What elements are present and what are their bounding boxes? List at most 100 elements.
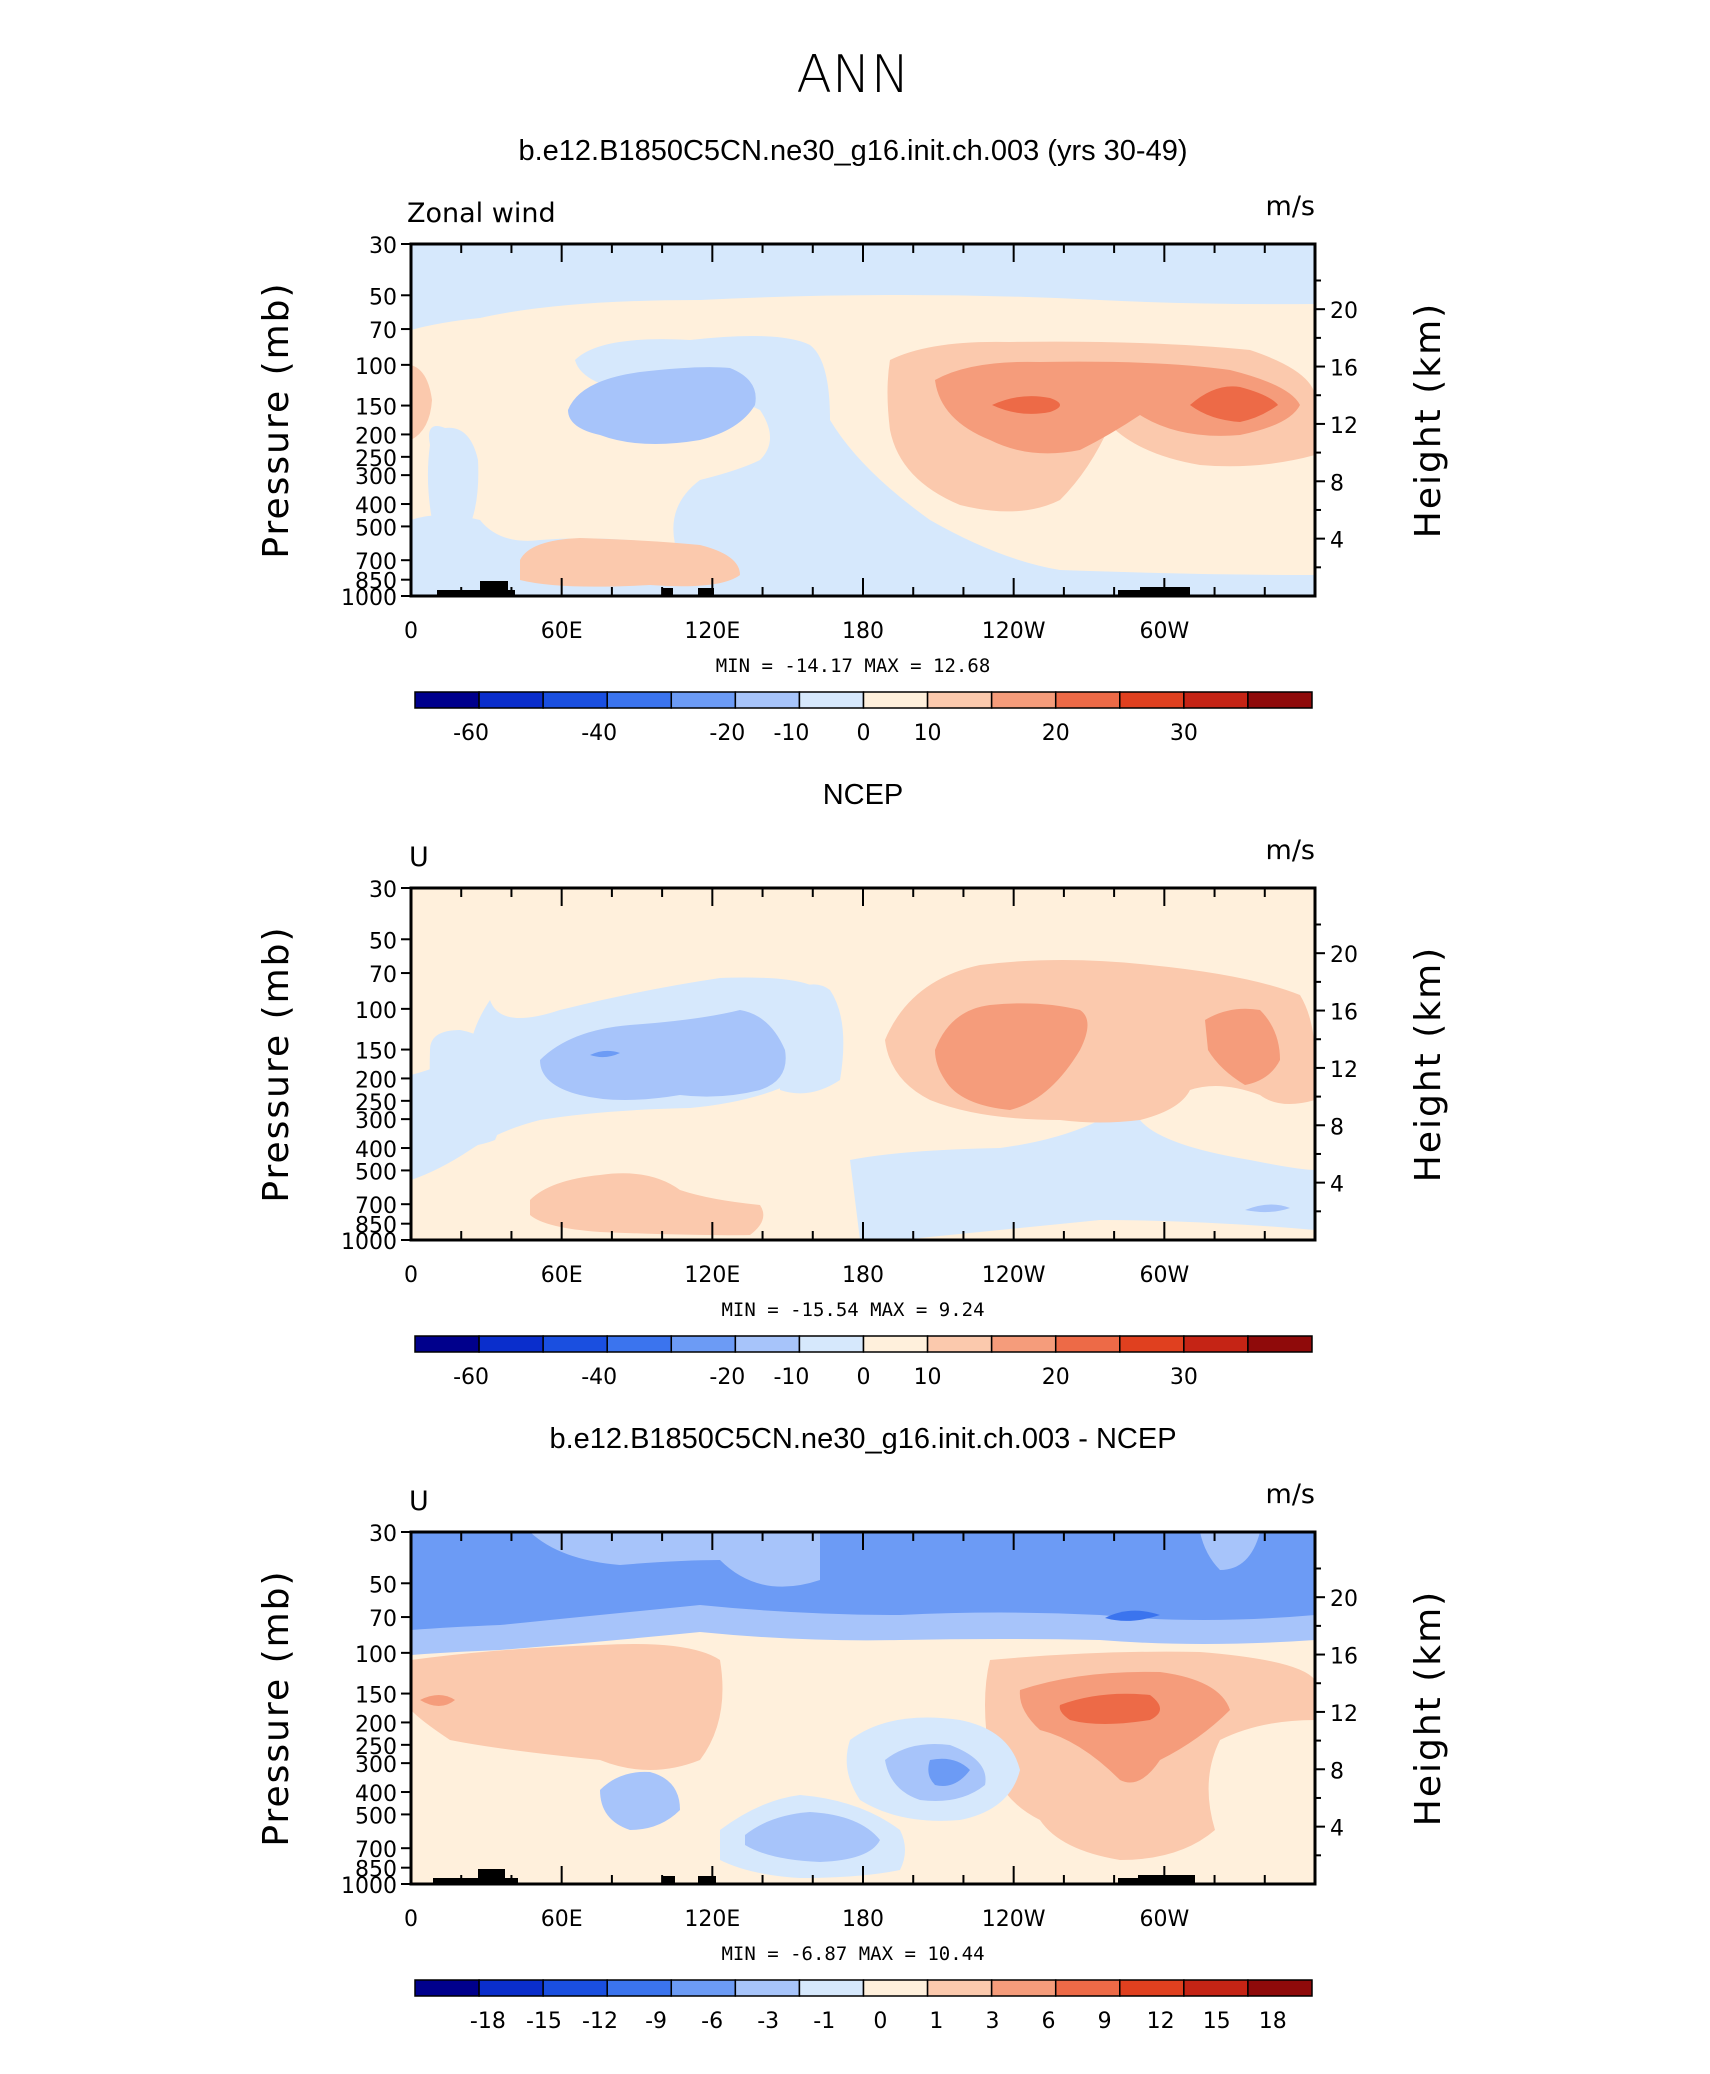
panel-1-east-pos5-edge xyxy=(411,365,432,440)
y-tick-label: 400 xyxy=(355,494,397,519)
colorbar-label: 20 xyxy=(1042,1365,1070,1390)
colorbar-3: -18 -15 -12 -9 -6 -3 -1 0 1 3 6 9 12 15 18 xyxy=(414,1979,1313,2034)
colorbar-swatch xyxy=(926,691,993,709)
panel-3-upper-neg1-patch-east xyxy=(1200,1532,1260,1570)
panel-2-stats: MIN = -15.54 MAX = 9.24 xyxy=(721,1299,984,1321)
colorbar-swatch xyxy=(606,1979,673,1997)
colorbar-label: -9 xyxy=(645,2009,667,2034)
y-tick-label: 700 xyxy=(355,550,397,575)
y-tick-label: 100 xyxy=(355,355,397,380)
panel-3-contours xyxy=(411,1532,1315,1884)
colorbar-label: -10 xyxy=(773,1365,809,1390)
panel-3-units: m/s xyxy=(1266,1479,1315,1510)
y-tick-label: 850 xyxy=(355,1214,397,1239)
colorbar-label: -18 xyxy=(470,2009,506,2034)
colorbar-label: -60 xyxy=(453,1365,489,1390)
panel-1-land-4 xyxy=(1118,587,1190,596)
x-tick-label: 0 xyxy=(404,1263,418,1288)
y-tick-label: 200 xyxy=(355,424,397,449)
panel-2-neg15-spot xyxy=(590,1050,620,1058)
colorbar-swatch xyxy=(1054,1979,1121,1997)
panel-1-land-1 xyxy=(437,581,515,596)
panel-1-upper-blue-band xyxy=(411,244,1315,330)
y-tick-label: 850 xyxy=(355,570,397,595)
colorbar-swatch xyxy=(734,1335,801,1353)
panel-2-neg10-jet xyxy=(540,1010,786,1100)
panel-3-neg1-strip xyxy=(411,1605,1315,1655)
y-tick-label: 70 xyxy=(369,319,397,344)
panel-1-west-blue-pocket xyxy=(427,426,479,532)
colorbar-label: -60 xyxy=(453,721,489,746)
panel-3-land-2 xyxy=(663,1876,675,1884)
colorbar-swatch xyxy=(414,1335,480,1353)
colorbar-label: 15 xyxy=(1203,2009,1231,2034)
y-tick-label: 50 xyxy=(369,929,397,954)
colorbar-label: 20 xyxy=(1042,721,1070,746)
y-right-tick-label: 20 xyxy=(1330,299,1358,324)
x-tick-label: 0 xyxy=(404,1907,418,1932)
colorbar-swatch xyxy=(414,1979,480,1997)
x-tick-label: 60E xyxy=(541,1907,583,1932)
colorbar-label: -6 xyxy=(701,2009,723,2034)
y-tick-label: 250 xyxy=(355,1735,397,1760)
y-right-tick-label: 8 xyxy=(1330,1115,1344,1140)
x-tick-label: 120W xyxy=(982,1263,1046,1288)
y-tick-label: 70 xyxy=(369,1607,397,1632)
x-tick-label: 60E xyxy=(541,1263,583,1288)
y-axis-title: Pressure (mb) xyxy=(256,1569,297,1846)
x-tick-label: 60W xyxy=(1139,619,1189,644)
colorbar-swatch xyxy=(1247,1979,1313,1997)
panel-1-contours xyxy=(411,244,1315,596)
colorbar-swatch xyxy=(798,1335,865,1353)
panel-1-pos15-core-a xyxy=(992,396,1060,414)
panel-2-neg10-spot xyxy=(1245,1204,1290,1213)
panel-2: NCEP U m/s 30507010015020025030040050070… xyxy=(256,779,1449,1288)
y-right-tick-label: 16 xyxy=(1330,1645,1358,1670)
y-right-tick-label: 4 xyxy=(1330,1817,1344,1842)
panel-2-variable-label: U xyxy=(409,842,429,873)
colorbar-label: -40 xyxy=(581,1365,617,1390)
y-right-axis-title: Height (km) xyxy=(1408,1590,1449,1826)
y-tick-label: 250 xyxy=(355,447,397,472)
colorbar-swatch xyxy=(1183,1335,1249,1353)
x-tick-label: 60W xyxy=(1139,1907,1189,1932)
panel-3-pos6-core xyxy=(1059,1693,1160,1724)
colorbar-swatch xyxy=(798,1979,865,1997)
colorbar-label: 3 xyxy=(985,2009,999,2034)
x-tick-label: 60W xyxy=(1139,1263,1189,1288)
panel-3-upper-neg1-patch xyxy=(530,1532,820,1587)
y-right-tick-label: 8 xyxy=(1330,1759,1344,1784)
y-tick-label: 250 xyxy=(355,1091,397,1116)
panel-1-neg10-jet xyxy=(568,367,756,444)
panel-1-land-2 xyxy=(663,588,673,596)
panel-2-pos10-core-a xyxy=(935,1003,1088,1110)
colorbar-label: 6 xyxy=(1042,2009,1056,2034)
x-tick-label: 180 xyxy=(842,619,884,644)
colorbar-label: -12 xyxy=(582,2009,618,2034)
panel-2-title: NCEP xyxy=(823,779,904,811)
colorbar-swatch xyxy=(542,691,608,709)
panel-1-pos10-jet xyxy=(935,361,1300,454)
panel-1-land-3 xyxy=(698,588,714,596)
y-tick-label: 100 xyxy=(355,1643,397,1668)
colorbar-swatch xyxy=(1183,691,1249,709)
x-tick-label: 120W xyxy=(982,1907,1046,1932)
colorbar-swatch xyxy=(1119,1979,1185,1997)
x-tick-label: 180 xyxy=(842,1263,884,1288)
y-axis-title: Pressure (mb) xyxy=(256,925,297,1202)
colorbar-label: 1 xyxy=(929,2009,943,2034)
colorbar-label: -1 xyxy=(813,2009,835,2034)
y-tick-label: 300 xyxy=(355,465,397,490)
colorbar-swatch xyxy=(1247,1335,1313,1353)
panel-3-pos3-east xyxy=(1019,1671,1230,1783)
panel-3-pos6-west-spot xyxy=(420,1695,455,1706)
y-tick-label: 50 xyxy=(369,1573,397,1598)
y-tick-label: 1000 xyxy=(341,1230,397,1255)
y-right-tick-label: 20 xyxy=(1330,1587,1358,1612)
colorbar-swatch xyxy=(478,691,544,709)
colorbar-label: 30 xyxy=(1170,1365,1198,1390)
panel-3-neg3-lower-blob xyxy=(745,1812,880,1862)
